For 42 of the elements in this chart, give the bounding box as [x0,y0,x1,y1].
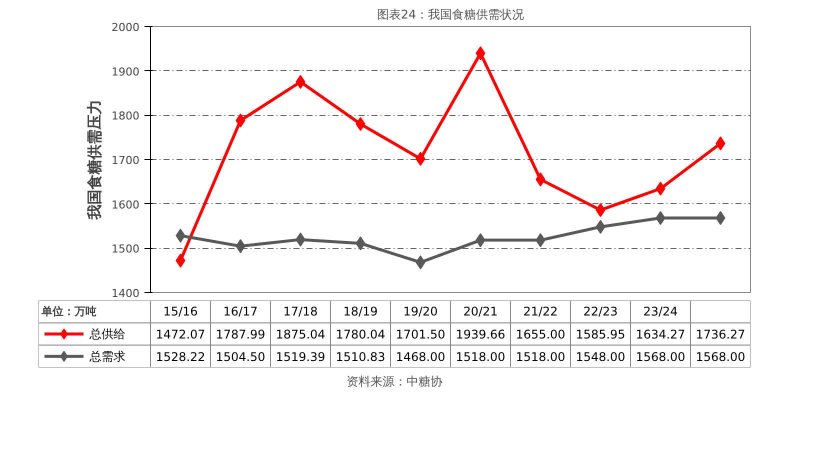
data-label: 1634.27 [636,328,686,342]
data-label: 1568.00 [696,350,746,364]
data-label: 1472.07 [156,328,206,342]
chart-title: 图表24：我国食糖供需状况 [376,8,524,22]
data-label: 1528.22 [156,350,206,364]
x-tick-label: 21/22 [523,304,558,319]
data-label: 1875.04 [276,328,326,342]
data-label: 1468.00 [396,350,446,364]
text: 单位：万吨 [40,305,96,318]
legend-label: 总供给 [88,327,126,341]
data-label: 1655.00 [516,328,566,342]
data-label: 1518.00 [516,350,566,364]
data-label: 1939.66 [456,328,506,342]
x-tick-label: 16/17 [223,304,258,319]
data-label: 1780.04 [336,328,386,342]
data-label: 1519.39 [276,350,326,364]
text: 资料来源：中糖协 [346,374,442,388]
y-tick-label: 1400 [112,287,140,300]
x-tick-label: 19/20 [403,304,438,319]
x-tick-label: 20/21 [463,304,498,319]
data-label: 1510.83 [336,350,386,364]
x-tick-label: 22/23 [583,304,618,319]
y-tick-label: 1700 [112,154,140,167]
y-axis-title: 我国食糖供需压力 [86,100,104,220]
x-tick-label: 18/19 [343,304,378,319]
y-tick-label: 1600 [112,198,140,212]
data-label: 1518.00 [456,350,506,364]
data-label: 1701.50 [396,328,446,342]
data-label: 1736.27 [696,328,746,342]
y-tick-label: 1800 [112,110,140,123]
data-label: 1504.50 [216,350,266,364]
y-tick-label: 1500 [112,242,140,256]
data-label: 1787.99 [216,328,266,342]
data-label: 1568.00 [636,350,686,364]
x-tick-label: 17/18 [283,304,318,319]
x-tick-label: 15/16 [163,304,198,319]
y-tick-label: 1900 [112,65,140,78]
x-tick-label: 23/24 [643,304,678,319]
legend-label: 总需求 [88,349,126,364]
y-tick-label: 2000 [112,21,140,34]
data-label: 1585.95 [576,328,626,342]
data-label: 1548.00 [576,350,626,364]
